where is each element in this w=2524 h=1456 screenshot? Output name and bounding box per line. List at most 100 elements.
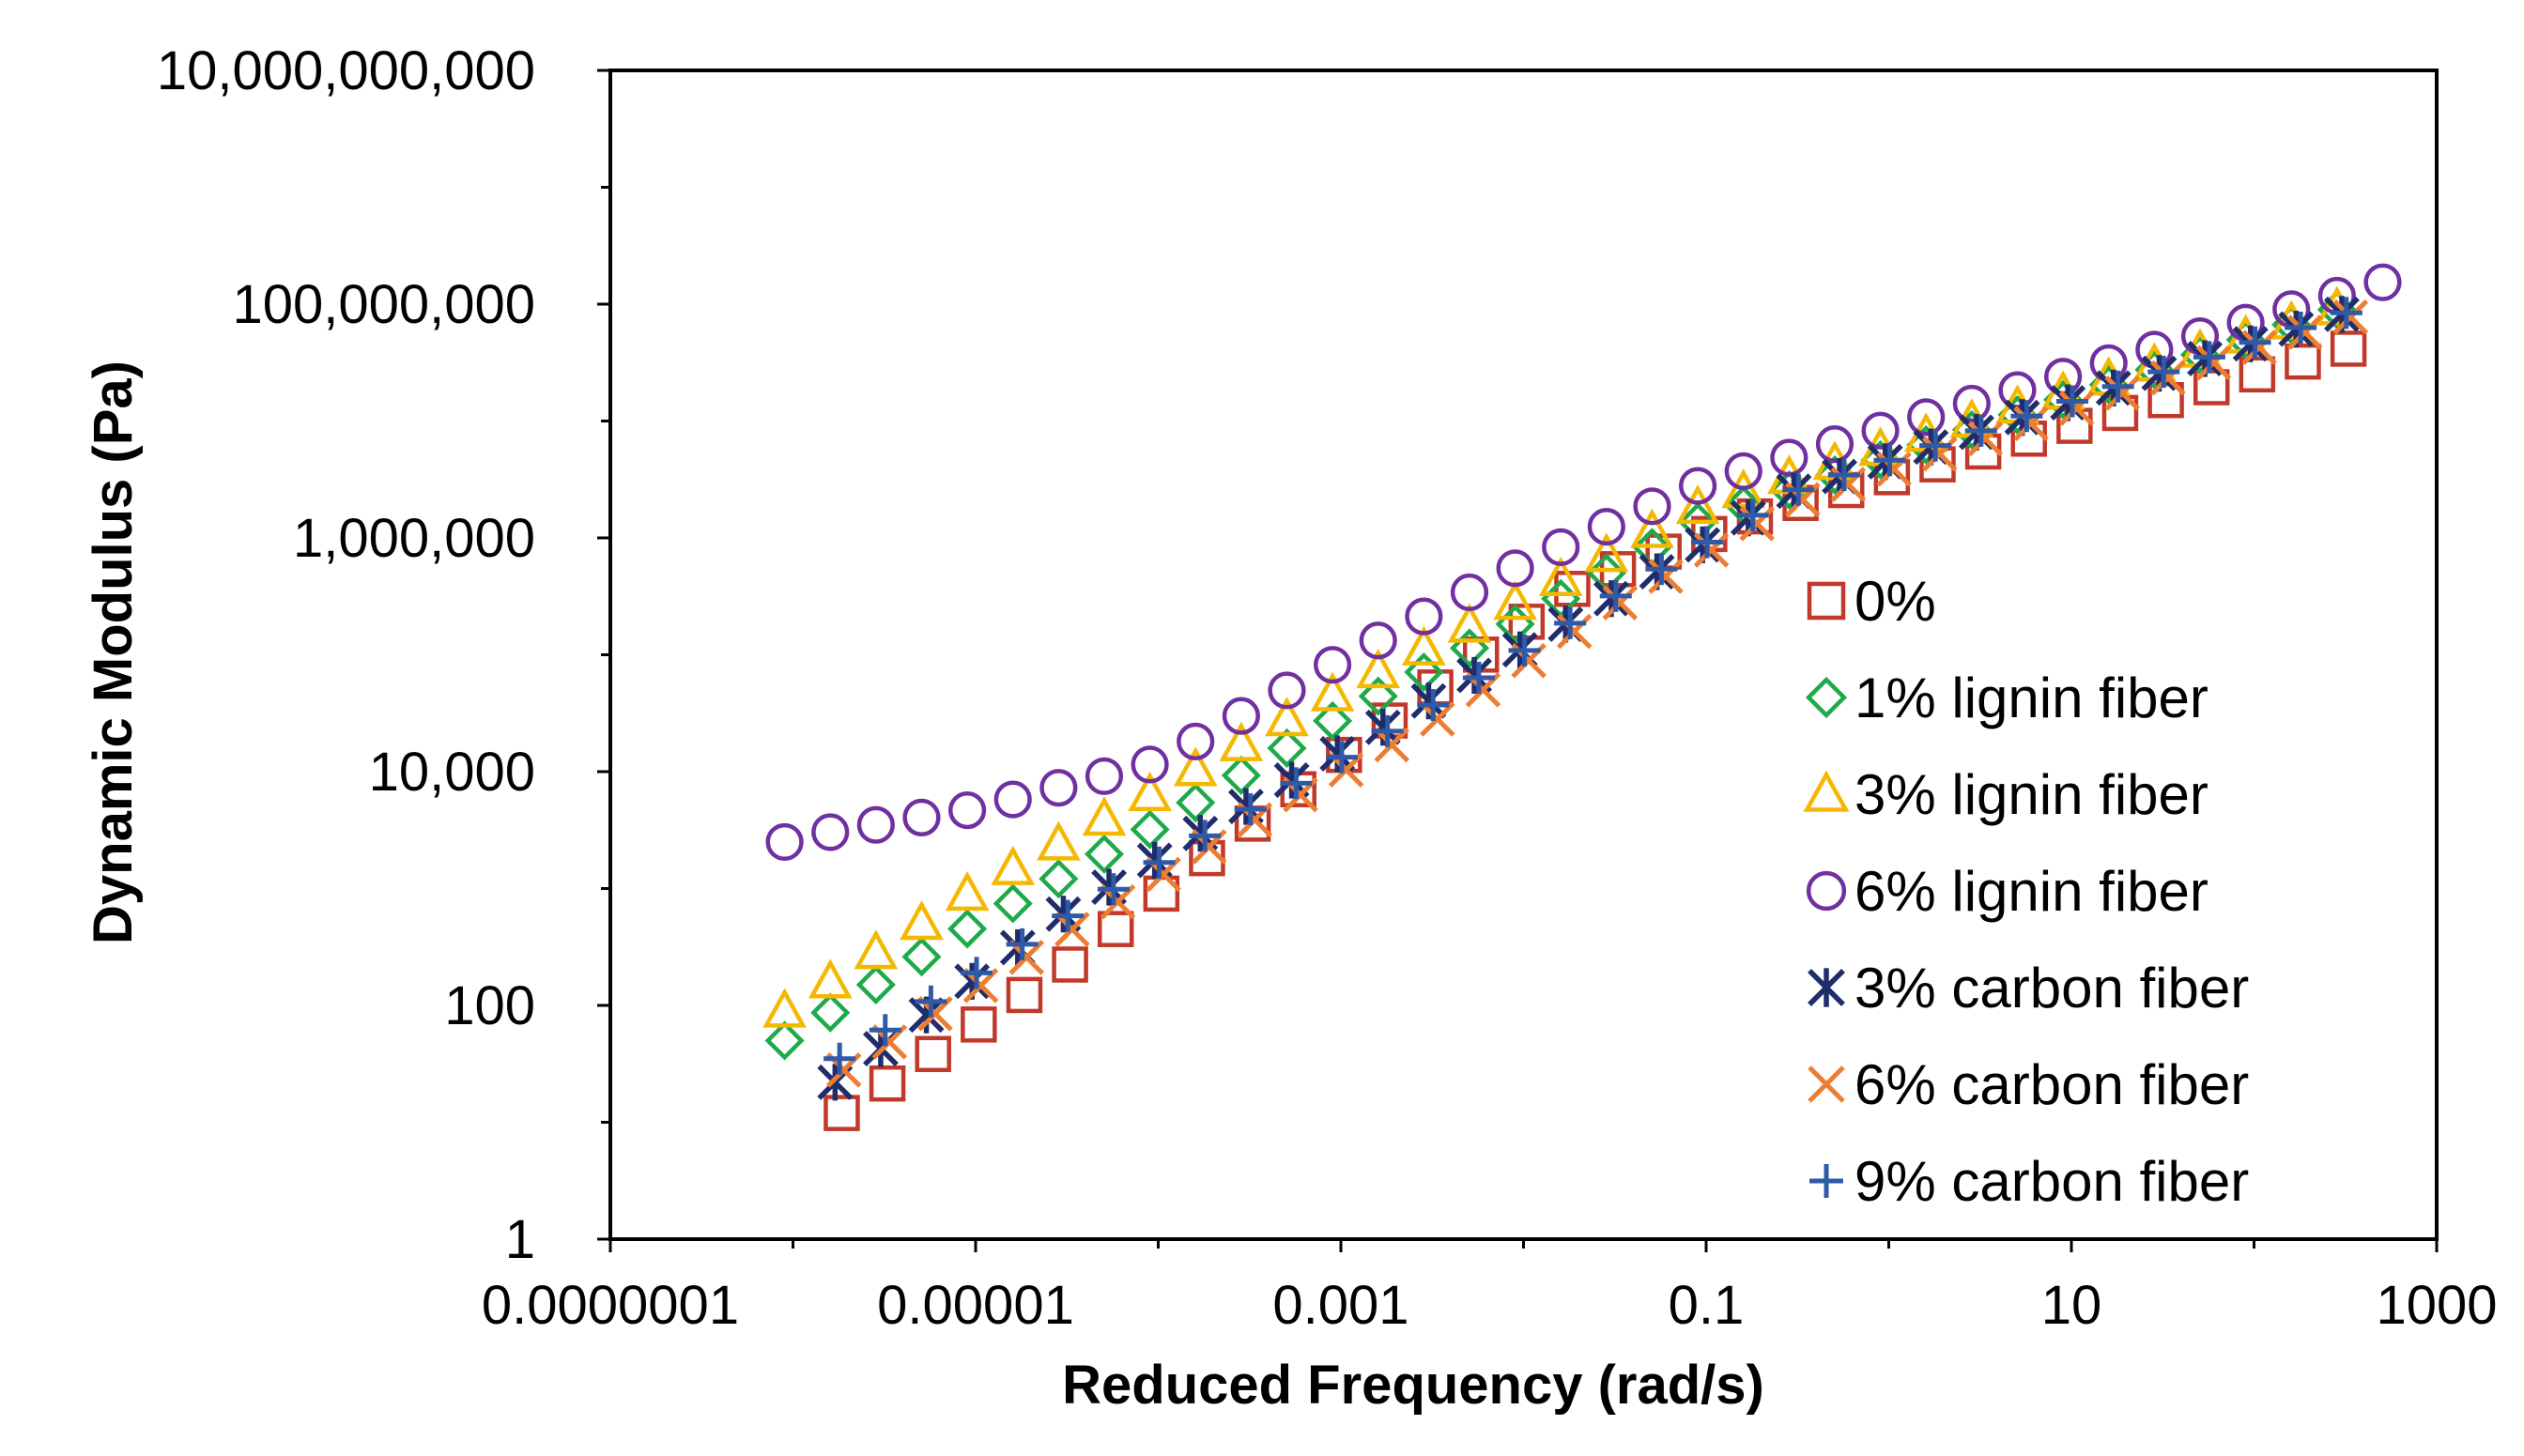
data-point [1919, 429, 1952, 462]
data-point [856, 805, 895, 844]
data-point [1508, 604, 1546, 640]
data-point [1280, 767, 1313, 800]
data-point [1130, 809, 1170, 850]
legend-item: 9% carbon fiber [1809, 1150, 2249, 1213]
data-point [1219, 721, 1264, 761]
data-point [2239, 356, 2276, 393]
data-point [2101, 370, 2134, 403]
data-point [1036, 820, 1081, 861]
data-point [1964, 414, 1997, 447]
data-point [1873, 444, 1906, 477]
data-point [1554, 606, 1587, 639]
data-point [1907, 398, 1946, 437]
legend-label: 9% carbon fiber [1855, 1150, 2249, 1213]
data-point [1645, 553, 1678, 586]
data-point [1447, 603, 1492, 643]
data-point [808, 958, 853, 999]
data-point [1417, 688, 1450, 721]
data-point [991, 845, 1036, 885]
data-point [762, 988, 807, 1028]
legend-item: 0% [1807, 570, 1936, 633]
data-point [1085, 757, 1124, 795]
data-point [1364, 709, 1401, 746]
data-point [823, 1042, 856, 1075]
data-point [1724, 452, 1762, 490]
legend-item: 3% carbon fiber [1808, 957, 2249, 1019]
data-point [855, 964, 896, 1004]
data-point [2058, 391, 2095, 426]
data-point [1082, 796, 1127, 836]
data-point [1039, 769, 1078, 807]
data-point [1584, 532, 1629, 573]
data-point [945, 871, 990, 912]
data-point [1097, 873, 1130, 906]
data-point [2013, 406, 2049, 441]
data-point [1815, 425, 1855, 464]
data-point [900, 900, 944, 941]
data-point [915, 985, 947, 1018]
data-point [869, 1014, 901, 1047]
data-point [1310, 671, 1355, 712]
data-point [1691, 526, 1724, 559]
x-tick-label: 0.0000001 [482, 1275, 739, 1336]
data-point [1359, 621, 1397, 660]
legend-marker [1806, 870, 1847, 912]
data-point [1267, 728, 1307, 768]
legend-label: 3% lignin fiber [1855, 763, 2208, 826]
data-point [1173, 746, 1218, 787]
legend-item: 6% carbon fiber [1808, 1053, 2249, 1116]
y-tick-label: 1 [505, 1209, 535, 1270]
legend-label: 0% [1855, 570, 1936, 633]
data-point [1542, 528, 1580, 566]
x-tick-label: 0.001 [1272, 1275, 1408, 1336]
data-point [1008, 940, 1044, 975]
legend-item: 6% lignin fiber [1806, 860, 2208, 923]
data-point [1967, 421, 2004, 457]
data-point [1128, 771, 1172, 811]
legend-marker [1805, 676, 1848, 719]
data-point [1630, 508, 1674, 548]
data-point [1721, 468, 1766, 509]
data-point [902, 798, 941, 836]
data-point [901, 937, 942, 977]
data-point [1496, 549, 1534, 588]
y-tick-label: 10,000,000,000 [157, 40, 535, 101]
data-point [2285, 311, 2317, 344]
y-tick-label: 100 [444, 975, 535, 1036]
data-point [1265, 697, 1309, 737]
data-point [2330, 297, 2362, 330]
data-point [854, 929, 899, 970]
data-point [1006, 927, 1039, 960]
data-point [1462, 661, 1495, 694]
data-point [1675, 484, 1720, 525]
y-tick-label: 1,000,000 [293, 508, 535, 569]
data-point [1405, 597, 1443, 636]
legend-label: 6% lignin fiber [1855, 860, 2208, 923]
data-point [1097, 911, 1134, 947]
data-point [947, 909, 988, 949]
data-point [961, 957, 993, 989]
x-axis-label: Reduced Frequency (rad/s) [1062, 1355, 1764, 1416]
data-point [1176, 783, 1216, 823]
data-point [1449, 628, 1490, 668]
data-points-layer [762, 263, 2402, 1131]
data-point [1556, 613, 1593, 650]
data-point [1450, 573, 1489, 612]
data-point [1177, 722, 1215, 760]
data-point [1131, 745, 1169, 784]
data-point [1420, 701, 1455, 737]
data-point [2056, 385, 2089, 418]
legend-marker [1809, 1164, 1843, 1198]
data-point [2332, 299, 2369, 335]
data-point [1356, 649, 1401, 689]
data-point [1633, 487, 1671, 526]
data-point [1401, 625, 1446, 666]
data-point [993, 780, 1032, 819]
data-point [1268, 671, 1306, 710]
x-tick-label: 0.00001 [877, 1275, 1074, 1336]
data-point [961, 1006, 997, 1043]
data-point [2193, 341, 2225, 374]
axes-layer: 1 100 10,000 1,000,000 100,000,000 10,000,000… [157, 40, 2498, 1336]
